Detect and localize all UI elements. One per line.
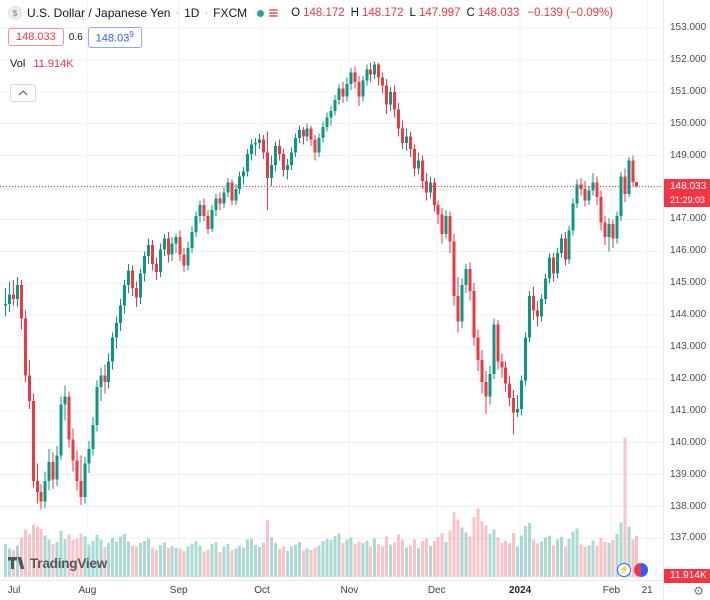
price-axis-label: 140.000 <box>670 436 707 448</box>
price-axis-label: 139.000 <box>670 468 707 480</box>
time-axis-label: Feb <box>602 585 621 596</box>
price-axis-label: 137.000 <box>670 532 707 544</box>
legend-separator: · <box>204 7 209 19</box>
volume-row: Vol 11.914K <box>10 58 74 70</box>
price-axis-label: 138.000 <box>670 500 707 512</box>
price-axis-label: 142.000 <box>670 372 707 384</box>
candlestick-chart[interactable] <box>0 0 663 580</box>
time-axis[interactable]: Jul Aug Sep Oct Nov Dec 2024 Feb 21 <box>0 580 663 600</box>
price-axis-label: 146.000 <box>670 245 707 257</box>
time-axis-label: Dec <box>427 585 446 596</box>
sell-button[interactable]: 148.033 <box>8 28 64 47</box>
price-axis-label: 144.000 <box>670 309 707 321</box>
ohlc-low-label: L <box>409 7 416 19</box>
spread-value: 0.6 <box>68 31 83 43</box>
buy-price: 148.03 <box>95 32 130 45</box>
price-axis-label: 151.000 <box>670 85 707 97</box>
price-axis-label: 150.000 <box>670 117 707 129</box>
ohlc-close-value: 148.033 <box>477 7 520 19</box>
time-axis-label: Oct <box>254 585 270 596</box>
symbol-title[interactable]: U.S. Dollar / Japanese Yen <box>27 6 171 20</box>
ohlc-open-value: 148.172 <box>303 7 345 19</box>
time-axis-label: Sep <box>169 585 188 596</box>
buy-price-pip: 9 <box>129 30 134 39</box>
ohlc-high-value: 148.172 <box>361 7 404 19</box>
price-axis-label: 149.000 <box>670 149 707 161</box>
price-axis-label: 143.000 <box>670 341 707 352</box>
ohlc-low-value: 147.997 <box>418 7 461 19</box>
price-axis-label: 145.000 <box>670 277 707 289</box>
legend-separator: · <box>175 7 180 19</box>
quick-trade-buttons: ⚡ <box>617 563 648 577</box>
tradingview-logo-text: TradingView <box>30 556 108 571</box>
tradingview-logo[interactable]: TradingView <box>8 556 107 571</box>
time-axis-label: 21 <box>641 585 653 596</box>
chart-legend: $ U.S. Dollar / Japanese Yen · 1D · FXCM… <box>8 6 613 20</box>
instant-trade-icon[interactable]: ⚡ <box>617 563 631 577</box>
grid-and-series-layer <box>0 0 663 580</box>
axis-corner: ⚙ <box>663 580 710 600</box>
buy-button[interactable]: 148.039 <box>87 27 142 48</box>
legend-more-icon[interactable] <box>269 9 279 17</box>
bar-countdown-tag: 21:29:03 <box>664 193 710 207</box>
legend-collapse-button[interactable] <box>10 84 36 102</box>
exchange-label: FXCM <box>213 6 248 20</box>
volume-axis-tag: 11.914K <box>664 569 710 583</box>
ohlc-close-label: C <box>466 7 475 19</box>
last-price-tag: 148.033 <box>664 178 710 194</box>
volume-label: Vol <box>10 58 26 70</box>
time-axis-label: Jul <box>7 585 21 596</box>
price-axis-label: 141.000 <box>670 404 707 416</box>
time-axis-label: Nov <box>340 585 359 596</box>
chevron-up-icon <box>18 90 28 96</box>
price-axis-label: 153.000 <box>670 22 707 33</box>
tradingview-logo-icon <box>8 556 25 569</box>
price-axis-label: 152.000 <box>670 53 707 65</box>
market-status-dot-icon[interactable] <box>257 9 265 17</box>
volume-value: 11.914K <box>33 58 74 70</box>
change-value: −0.139 (−0.09%) <box>527 7 614 19</box>
symbol-logo-icon: $ <box>8 6 22 20</box>
broker-icon[interactable] <box>634 563 648 577</box>
time-axis-label: 2024 <box>508 585 532 596</box>
gear-icon[interactable]: ⚙ <box>693 583 704 598</box>
ohlc-open-label: O <box>291 7 301 19</box>
time-axis-label: Aug <box>78 585 97 596</box>
interval-label[interactable]: 1D <box>184 6 200 20</box>
quote-row: 148.033 0.6 148.039 <box>8 27 142 48</box>
price-axis[interactable]: 153.000 152.000 151.000 150.000 149.000 148.0… <box>663 0 710 583</box>
price-axis-label: 147.000 <box>670 213 707 225</box>
ohlc-high-label: H <box>350 7 359 19</box>
